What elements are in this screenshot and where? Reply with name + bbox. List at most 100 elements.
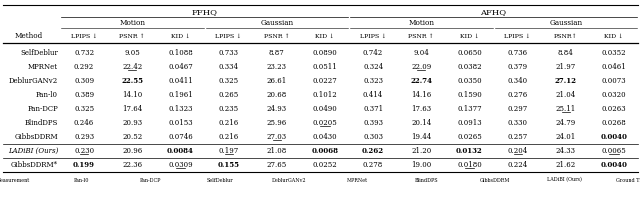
Text: Ground Truth: Ground Truth: [616, 177, 640, 183]
Text: 26.61: 26.61: [267, 77, 287, 85]
Text: 0.309: 0.309: [74, 77, 94, 85]
Text: Measurement: Measurement: [0, 177, 30, 183]
Text: PSNR ↑: PSNR ↑: [264, 34, 290, 38]
Text: 0.0073: 0.0073: [602, 77, 626, 85]
Text: PSNR ↑: PSNR ↑: [408, 34, 434, 38]
Text: DeblurGANv2: DeblurGANv2: [9, 77, 58, 85]
Text: 20.14: 20.14: [411, 119, 431, 127]
Text: 0.303: 0.303: [363, 133, 383, 141]
Text: 0.155: 0.155: [218, 161, 239, 169]
Text: 21.62: 21.62: [556, 161, 576, 169]
Text: 17.63: 17.63: [411, 105, 431, 113]
Text: 23.23: 23.23: [267, 63, 287, 71]
Text: PSNR↑: PSNR↑: [554, 34, 578, 38]
Text: 0.0352: 0.0352: [602, 49, 626, 57]
Text: 0.0227: 0.0227: [312, 77, 337, 85]
Text: 20.68: 20.68: [267, 91, 287, 99]
Text: 22.55: 22.55: [121, 77, 143, 85]
Text: 0.0350: 0.0350: [457, 77, 482, 85]
Text: 0.0746: 0.0746: [168, 133, 193, 141]
Text: 0.0913: 0.0913: [457, 119, 482, 127]
Text: PSNR ↑: PSNR ↑: [120, 34, 145, 38]
Text: 0.265: 0.265: [218, 91, 239, 99]
Text: 0.0132: 0.0132: [456, 147, 483, 155]
Text: 0.0511: 0.0511: [312, 63, 337, 71]
Text: 8.87: 8.87: [269, 49, 285, 57]
Text: LPIPS ↓: LPIPS ↓: [215, 34, 242, 38]
Text: 24.01: 24.01: [556, 133, 576, 141]
Text: 0.736: 0.736: [508, 49, 527, 57]
Text: FFHQ: FFHQ: [191, 8, 218, 16]
Text: 0.0068: 0.0068: [312, 147, 339, 155]
Text: 0.379: 0.379: [508, 63, 527, 71]
Text: 20.96: 20.96: [122, 147, 142, 155]
Text: DeblurGANv2: DeblurGANv2: [271, 177, 306, 183]
Text: 0.0490: 0.0490: [312, 105, 337, 113]
Text: 0.732: 0.732: [74, 49, 94, 57]
Text: 0.216: 0.216: [218, 119, 239, 127]
Text: 22.36: 22.36: [122, 161, 142, 169]
Text: 14.16: 14.16: [411, 91, 431, 99]
Text: 0.371: 0.371: [363, 105, 383, 113]
Text: 0.323: 0.323: [363, 77, 383, 85]
Text: LADiBI (Ours): LADiBI (Ours): [8, 147, 58, 155]
Text: 27.12: 27.12: [555, 77, 577, 85]
Text: Motion: Motion: [119, 19, 145, 27]
Text: 0.297: 0.297: [508, 105, 528, 113]
Text: 0.1377: 0.1377: [457, 105, 482, 113]
Text: 19.00: 19.00: [411, 161, 431, 169]
Text: 0.293: 0.293: [74, 133, 94, 141]
Text: 24.33: 24.33: [556, 147, 576, 155]
Text: 0.0430: 0.0430: [312, 133, 337, 141]
Text: 0.0180: 0.0180: [457, 161, 482, 169]
Text: 0.216: 0.216: [218, 133, 239, 141]
Text: BlindDPS: BlindDPS: [415, 177, 438, 183]
Text: 0.0153: 0.0153: [168, 119, 193, 127]
Text: 19.44: 19.44: [411, 133, 431, 141]
Text: 0.742: 0.742: [363, 49, 383, 57]
Text: 0.0265: 0.0265: [457, 133, 482, 141]
Text: Method: Method: [15, 32, 43, 40]
Text: 0.224: 0.224: [508, 161, 528, 169]
Text: SelfDeblur: SelfDeblur: [206, 177, 233, 183]
Text: 25.96: 25.96: [267, 119, 287, 127]
Text: KID ↓: KID ↓: [316, 34, 335, 38]
Text: Pan-l0: Pan-l0: [36, 91, 58, 99]
Text: Gaussian: Gaussian: [260, 19, 293, 27]
Text: 0.1012: 0.1012: [312, 91, 337, 99]
Text: 20.93: 20.93: [122, 119, 142, 127]
Text: LPIPS ↓: LPIPS ↓: [71, 34, 97, 38]
Text: 21.08: 21.08: [267, 147, 287, 155]
Text: 0.1323: 0.1323: [168, 105, 193, 113]
Text: 0.230: 0.230: [74, 147, 94, 155]
Text: 22.74: 22.74: [410, 77, 432, 85]
Text: KID ↓: KID ↓: [171, 34, 190, 38]
Text: 0.324: 0.324: [363, 63, 383, 71]
Text: 0.0268: 0.0268: [602, 119, 627, 127]
Text: 0.197: 0.197: [218, 147, 239, 155]
Text: KID ↓: KID ↓: [460, 34, 479, 38]
Text: 0.1961: 0.1961: [168, 91, 193, 99]
Text: Motion: Motion: [408, 19, 435, 27]
Text: 0.278: 0.278: [363, 161, 383, 169]
Text: 0.0205: 0.0205: [312, 119, 337, 127]
Text: 0.330: 0.330: [508, 119, 527, 127]
Text: 21.04: 21.04: [556, 91, 576, 99]
Text: 0.340: 0.340: [508, 77, 527, 85]
Text: 0.0065: 0.0065: [602, 147, 627, 155]
Text: BlindDPS: BlindDPS: [24, 119, 58, 127]
Text: 0.1088: 0.1088: [168, 49, 193, 57]
Text: 27.03: 27.03: [267, 133, 287, 141]
Text: 17.64: 17.64: [122, 105, 142, 113]
Text: Gaussian: Gaussian: [549, 19, 582, 27]
Text: 0.0040: 0.0040: [600, 161, 627, 169]
Text: MPRNet: MPRNet: [28, 63, 58, 71]
Text: GibbsDDRM*: GibbsDDRM*: [11, 161, 58, 169]
Text: 0.292: 0.292: [74, 63, 94, 71]
Text: 0.0411: 0.0411: [168, 77, 193, 85]
Text: 21.20: 21.20: [411, 147, 431, 155]
Text: 25.11: 25.11: [556, 105, 576, 113]
Text: 8.84: 8.84: [558, 49, 573, 57]
Text: 0.235: 0.235: [218, 105, 239, 113]
Text: SelfDeblur: SelfDeblur: [20, 49, 58, 57]
